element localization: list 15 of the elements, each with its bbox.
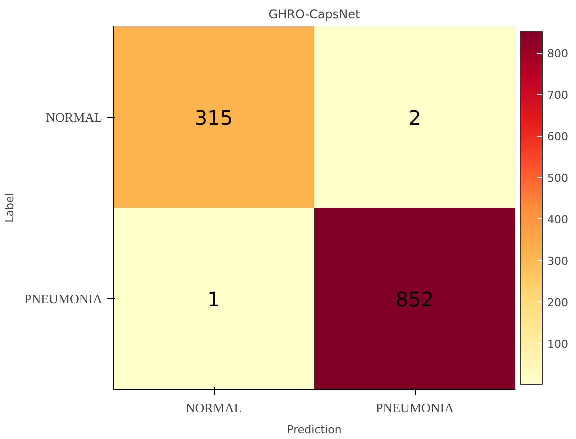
color-bar-label: 400 (548, 213, 568, 226)
color-bar-label: 700 (548, 89, 568, 102)
color-bar-label: 300 (548, 254, 568, 268)
data-label: 2 (408, 106, 422, 130)
color-bar-label: 100 (548, 338, 568, 351)
data-label: 852 (396, 287, 434, 312)
color-bar-label: 200 (548, 296, 568, 310)
data-label: 315 (194, 106, 234, 130)
color-bar-label: 800 (548, 48, 568, 61)
y-axis-title: Label (4, 193, 16, 223)
chart-title: GHRO-CapsNet (268, 8, 361, 22)
data-label: 1 (208, 287, 220, 312)
x-axis-title: Prediction (287, 424, 342, 436)
color-bar-label: 500 (548, 172, 568, 186)
color-bar-label: 600 (548, 130, 568, 144)
